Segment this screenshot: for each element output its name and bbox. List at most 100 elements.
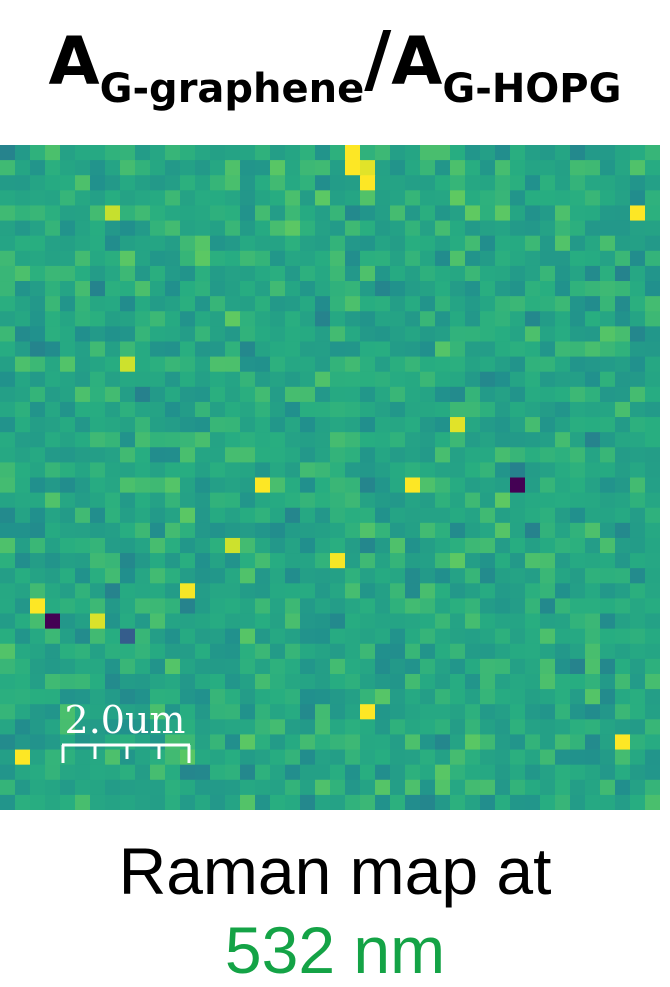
heatmap-cell	[540, 281, 556, 297]
heatmap-cell	[435, 220, 451, 237]
heatmap-cell	[630, 522, 646, 539]
heatmap-cell	[0, 613, 16, 630]
heatmap-cell	[30, 492, 46, 509]
heatmap-cell	[30, 537, 46, 554]
heatmap-cell	[15, 704, 31, 720]
heatmap-cell	[270, 568, 286, 584]
heatmap-cell	[360, 794, 376, 810]
heatmap-cell	[165, 160, 181, 176]
heatmap-cell	[390, 779, 406, 796]
heatmap-cell	[285, 643, 301, 660]
heatmap-cell	[75, 401, 91, 418]
heatmap-cell	[0, 477, 16, 494]
heatmap-cell	[345, 175, 361, 191]
heatmap-cell	[285, 281, 301, 297]
heatmap-cell	[375, 794, 391, 810]
heatmap-cell	[150, 689, 166, 705]
heatmap-cell	[390, 568, 406, 584]
heatmap-cell	[90, 341, 106, 358]
heatmap-cell	[210, 326, 226, 343]
heatmap-cell	[540, 749, 556, 766]
heatmap-cell	[120, 764, 136, 781]
heatmap-cell	[270, 734, 286, 751]
heatmap-cell	[75, 386, 91, 403]
heatmap-cell	[240, 628, 256, 645]
heatmap-cell	[450, 779, 466, 796]
heatmap-cell	[300, 250, 316, 267]
heatmap-cell	[300, 371, 316, 388]
heatmap-cell	[435, 401, 451, 418]
heatmap-cell	[315, 598, 331, 615]
heatmap-cell	[45, 220, 61, 237]
heatmap-cell	[300, 643, 316, 660]
heatmap-cell	[270, 794, 286, 810]
heatmap-cell	[30, 235, 46, 252]
heatmap-cell	[510, 673, 526, 690]
heatmap-cell	[210, 386, 226, 403]
heatmap-cell	[615, 326, 631, 343]
heatmap-cell	[345, 628, 361, 645]
heatmap-cell	[120, 794, 136, 810]
heatmap-cell	[420, 235, 436, 252]
heatmap-cell	[570, 673, 586, 690]
heatmap-cell	[180, 190, 196, 207]
heatmap-cells	[0, 145, 660, 810]
heatmap-cell	[555, 296, 571, 312]
heatmap-cell	[255, 507, 271, 524]
heatmap-cell	[600, 583, 616, 600]
heatmap-cell	[525, 704, 541, 720]
heatmap-cell	[645, 734, 660, 751]
heatmap-cell	[390, 749, 406, 766]
heatmap-cell	[615, 764, 631, 781]
heatmap-cell	[585, 719, 601, 736]
heatmap-cell	[570, 794, 586, 810]
heatmap-cell	[75, 371, 91, 388]
heatmap-cell	[45, 311, 61, 327]
heatmap-cell	[630, 643, 646, 660]
heatmap-cell	[0, 492, 16, 509]
heatmap-cell	[0, 417, 16, 433]
heatmap-cell	[435, 749, 451, 766]
heatmap-cell	[120, 447, 136, 463]
heatmap-cell	[360, 734, 376, 751]
heatmap-cell	[420, 401, 436, 418]
heatmap-cell	[525, 250, 541, 267]
heatmap-cell	[270, 326, 286, 343]
scale-bar-label: 2.0um	[65, 698, 186, 742]
heatmap-cell	[315, 296, 331, 312]
heatmap-cell	[300, 235, 316, 252]
heatmap-cell	[555, 235, 571, 252]
heatmap-cell	[645, 250, 660, 267]
heatmap-cell	[315, 628, 331, 645]
heatmap-cell	[450, 326, 466, 343]
heatmap-cell	[240, 356, 256, 373]
heatmap-cell	[435, 477, 451, 494]
heatmap-cell	[180, 477, 196, 494]
heatmap-cell	[360, 704, 376, 720]
heatmap-cell	[630, 553, 646, 569]
heatmap-cell	[210, 689, 226, 705]
heatmap-cell	[390, 220, 406, 237]
heatmap-cell	[165, 281, 181, 297]
heatmap-cell	[240, 522, 256, 539]
heatmap-cell	[60, 205, 76, 222]
heatmap-cell	[465, 689, 481, 705]
heatmap-cell	[165, 432, 181, 448]
heatmap-cell	[540, 568, 556, 584]
heatmap-cell	[390, 326, 406, 343]
heatmap-cell	[390, 507, 406, 524]
heatmap-cell	[330, 220, 346, 237]
heatmap-cell	[420, 507, 436, 524]
heatmap-cell	[615, 492, 631, 509]
heatmap-cell	[600, 704, 616, 720]
heatmap-cell	[150, 205, 166, 222]
heatmap-cell	[255, 371, 271, 388]
heatmap-cell	[390, 311, 406, 327]
heatmap-cell	[480, 673, 496, 690]
heatmap-cell	[195, 507, 211, 524]
heatmap-cell	[30, 432, 46, 448]
heatmap-cell	[195, 719, 211, 736]
heatmap-cell	[225, 371, 241, 388]
title-slash: /	[364, 16, 392, 102]
heatmap-cell	[435, 462, 451, 479]
